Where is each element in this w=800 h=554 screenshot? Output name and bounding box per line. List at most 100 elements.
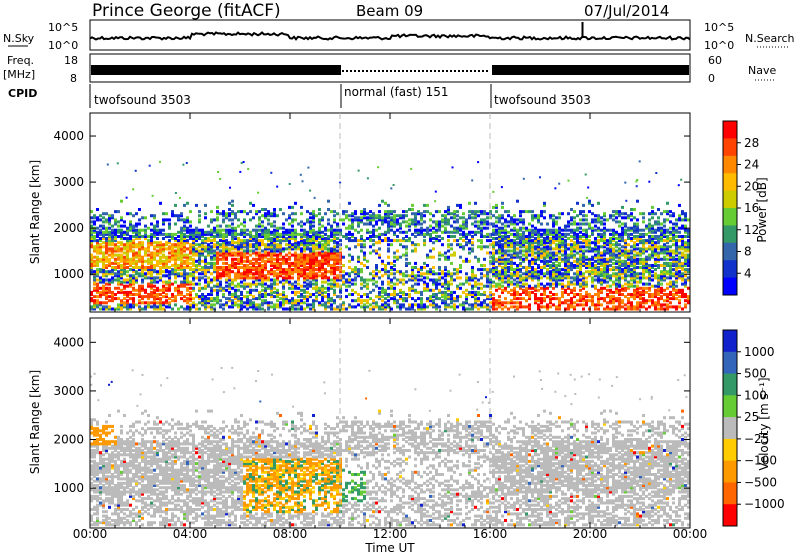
range-gate-cell [615, 210, 618, 214]
range-gate-cell [609, 245, 612, 249]
range-gate-cell [600, 286, 603, 290]
range-gate-cell [597, 297, 600, 301]
range-gate-cell [312, 249, 315, 253]
range-gate-cell [264, 266, 267, 269]
range-gate-cell [354, 299, 357, 303]
range-gate-cell [327, 259, 330, 263]
range-gate-cell [381, 286, 384, 290]
range-gate-cell [264, 243, 267, 247]
range-gate-cell [198, 218, 201, 222]
range-gate-cell [582, 299, 585, 303]
range-gate-cell [111, 276, 114, 280]
range-gate-cell [138, 208, 141, 211]
range-gate-cell [291, 218, 294, 222]
range-gate-cell [501, 303, 504, 307]
range-gate-cell [165, 266, 168, 269]
range-gate-cell [162, 261, 165, 265]
range-gate-cell [549, 270, 552, 274]
range-gate-cell [375, 222, 378, 226]
range-gate-cell [192, 228, 195, 232]
range-gate-cell [99, 301, 102, 305]
range-gate-cell [237, 245, 240, 249]
range-gate-cell [327, 243, 330, 247]
range-gate-cell [498, 237, 501, 240]
range-gate-cell [321, 297, 324, 301]
range-gate-cell [183, 243, 186, 247]
range-gate-cell [621, 226, 624, 230]
range-gate-cell [501, 278, 504, 282]
range-gate-cell [531, 249, 534, 253]
range-gate-cell [99, 303, 102, 307]
range-gate-cell [255, 297, 258, 301]
range-gate-cell [414, 222, 417, 226]
range-gate-cell [459, 286, 462, 290]
range-gate-cell [498, 303, 501, 307]
range-gate-cell [213, 297, 216, 301]
range-gate-cell [567, 293, 570, 296]
range-gate-cell [414, 216, 417, 220]
range-gate-cell [312, 214, 315, 218]
range-gate-cell [321, 286, 324, 290]
range-gate-cell [264, 253, 267, 257]
range-gate-cell [273, 230, 276, 234]
range-gate-cell [519, 255, 522, 259]
range-gate-cell [174, 268, 177, 272]
range-gate-cell [519, 212, 522, 216]
range-gate-cell [228, 249, 231, 253]
range-gate-cell [228, 276, 231, 280]
range-gate-cell [375, 216, 378, 220]
range-gate-cell [252, 203, 255, 207]
range-gate-cell [531, 270, 534, 274]
range-gate-cell [570, 245, 573, 249]
range-gate-cell [306, 282, 309, 286]
range-gate-cell [528, 270, 531, 274]
range-gate-cell [156, 276, 159, 280]
range-gate-cell [609, 214, 612, 218]
range-gate-cell [567, 272, 570, 276]
range-gate-cell [234, 214, 237, 218]
range-gate-cell [120, 247, 123, 251]
range-gate-cell [480, 293, 483, 296]
range-gate-cell [567, 286, 570, 290]
range-gate-cell [237, 268, 240, 272]
range-gate-cell [354, 218, 357, 222]
range-gate-cell [480, 247, 483, 251]
range-gate-cell [168, 226, 171, 230]
range-gate-cell [387, 230, 390, 234]
range-gate-cell [198, 301, 201, 305]
range-gate-cell [606, 272, 609, 276]
range-gate-cell [246, 276, 249, 280]
range-gate-cell [114, 286, 117, 290]
range-gate-cell [399, 272, 402, 276]
range-gate-cell [618, 290, 621, 294]
range-gate-cell [321, 235, 324, 238]
range-gate-cell [291, 232, 294, 236]
range-gate-cell [387, 228, 390, 232]
range-gate-cell [543, 232, 546, 236]
range-gate-cell [300, 274, 303, 278]
range-gate-cell [321, 284, 324, 288]
range-gate-cell [339, 257, 342, 261]
range-gate-cell [474, 282, 477, 286]
range-gate-cell [498, 235, 501, 238]
range-gate-cell [342, 255, 345, 259]
range-gate-cell [213, 249, 216, 253]
range-gate-cell [258, 251, 261, 255]
range-gate-cell [405, 253, 408, 257]
range-gate-cell [195, 282, 198, 286]
range-gate-cell [216, 297, 219, 301]
range-gate-cell [381, 216, 384, 220]
range-gate-cell [438, 272, 441, 276]
range-gate-cell [441, 284, 444, 288]
range-gate-cell [567, 303, 570, 307]
range-gate-cell [483, 299, 486, 303]
range-gate-cell [456, 295, 459, 299]
range-gate-cell [243, 251, 246, 255]
range-gate-cell [282, 230, 285, 234]
range-gate-cell [93, 228, 96, 232]
range-gate-cell [228, 290, 231, 294]
range-gate-cell [477, 220, 480, 224]
range-gate-cell [501, 274, 504, 278]
range-gate-cell [465, 297, 468, 301]
range-gate-cell [249, 305, 252, 309]
